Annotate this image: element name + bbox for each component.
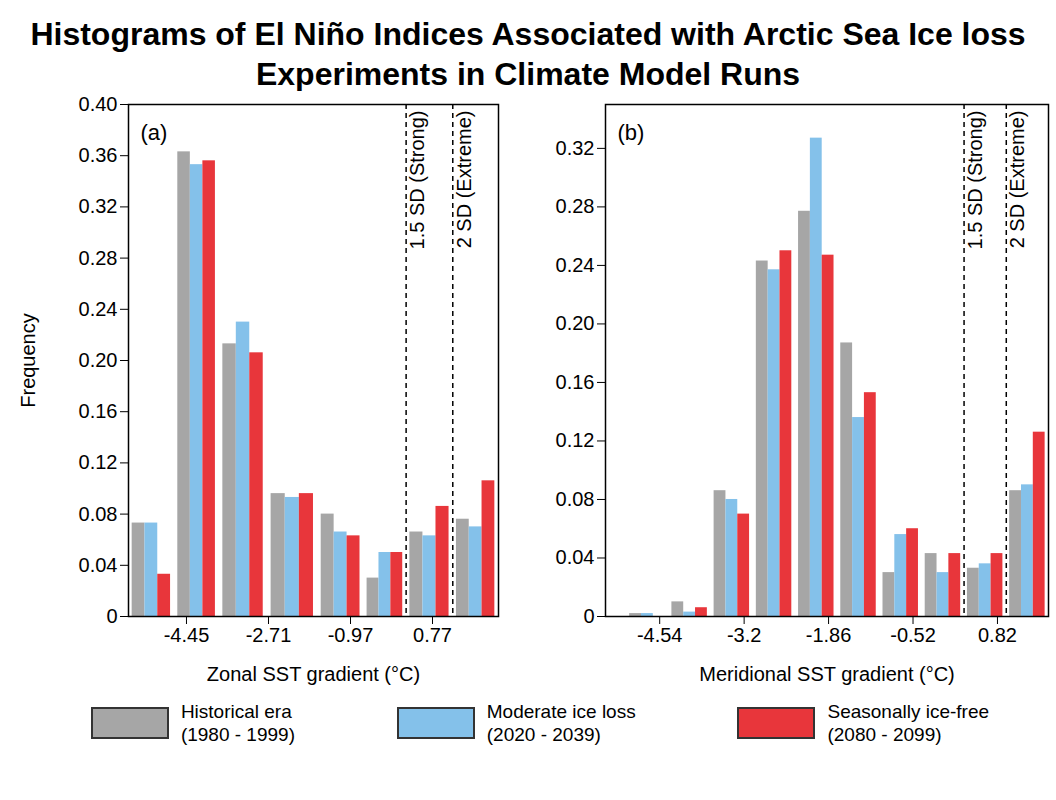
html-text:Historical era (1980 - 1999): Historical era (1980 - 1999) [180, 701, 295, 745]
html-text:Histograms of El Niño Indices: Histograms of El Niño Indices Associated… [30, 16, 1026, 92]
svg-text:-3.2: -3.2 [727, 624, 761, 646]
svg-text:Zonal SST gradient (°C): Zonal SST gradient (°C) [207, 663, 420, 685]
svg-text:0.20: 0.20 [79, 349, 118, 371]
svg-text:Meridional SST gradient (°C): Meridional SST gradient (°C) [699, 663, 955, 685]
svg-text:0.08: 0.08 [556, 488, 595, 510]
svg-text:2 SD (Extreme): 2 SD (Extreme) [1006, 111, 1028, 249]
svg-text:Frequency: Frequency [17, 313, 39, 408]
svg-text:0.24: 0.24 [79, 298, 118, 320]
svg-text:0.82: 0.82 [978, 624, 1017, 646]
svg-text:0.32: 0.32 [79, 195, 118, 217]
svg-text:0.77: 0.77 [413, 624, 452, 646]
svg-text:1.5 SD (Strong): 1.5 SD (Strong) [964, 111, 986, 250]
svg-text:(b): (b) [618, 120, 645, 145]
svg-text:0.08: 0.08 [79, 503, 118, 525]
svg-text:0.04: 0.04 [556, 546, 595, 568]
svg-text:0: 0 [106, 605, 117, 627]
svg-text:1.5 SD (Strong): 1.5 SD (Strong) [406, 111, 428, 250]
svg-text:-0.52: -0.52 [890, 624, 936, 646]
svg-text:-2.71: -2.71 [246, 624, 292, 646]
svg-text:0.12: 0.12 [556, 429, 595, 451]
html-text:Moderate ice loss (2020 - 2039: Moderate ice loss (2020 - 2039) [486, 701, 636, 745]
svg-text:0.36: 0.36 [79, 144, 118, 166]
svg-text:2 SD (Extreme): 2 SD (Extreme) [453, 111, 475, 249]
svg-text:0.40: 0.40 [79, 93, 118, 115]
svg-text:0: 0 [583, 605, 594, 627]
svg-text:-1.86: -1.86 [806, 624, 852, 646]
svg-text:0.16: 0.16 [79, 400, 118, 422]
svg-text:0.16: 0.16 [556, 371, 595, 393]
svg-text:(a): (a) [141, 120, 168, 145]
svg-text:0.20: 0.20 [556, 312, 595, 334]
svg-text:0.28: 0.28 [556, 195, 595, 217]
svg-text:0.32: 0.32 [556, 137, 595, 159]
svg-text:-4.45: -4.45 [164, 624, 210, 646]
svg-text:-0.97: -0.97 [328, 624, 374, 646]
svg-text:0.04: 0.04 [79, 554, 118, 576]
svg-text:-4.54: -4.54 [637, 624, 683, 646]
html-text:Seasonally ice-free (2080 - 20: Seasonally ice-free (2080 - 2099) [827, 701, 990, 745]
svg-text:0.12: 0.12 [79, 451, 118, 473]
svg-text:0.28: 0.28 [79, 247, 118, 269]
svg-text:0.24: 0.24 [556, 254, 595, 276]
